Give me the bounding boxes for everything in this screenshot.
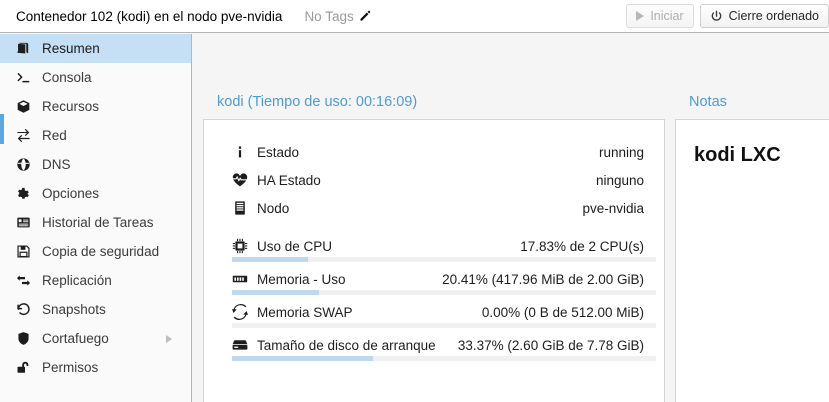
memory-meter: [204, 290, 664, 295]
stat-row-nodo: Nodo pve-nvidia: [204, 194, 664, 222]
stat-row-estado: Estado running: [204, 138, 664, 166]
list-icon: [16, 215, 31, 230]
start-button-label: Iniciar: [650, 9, 684, 23]
meter-fill: [232, 356, 374, 361]
stat-label: Memoria SWAP: [257, 304, 353, 320]
gear-icon: [16, 186, 31, 201]
sidebar-item-label: Permisos: [42, 360, 99, 375]
cube-icon: [16, 99, 31, 114]
save-icon: [16, 244, 31, 259]
globe-icon: [16, 157, 31, 172]
shield-icon: [16, 331, 31, 346]
bootdisk-meter: [204, 356, 664, 361]
summary-panel-body: Estado running HA Estado ninguno Nodo pv…: [203, 119, 665, 402]
unlock-icon: [16, 360, 31, 375]
terminal-icon: [16, 70, 31, 85]
sidebar-item-label: Snapshots: [42, 302, 106, 317]
meter-track: [232, 257, 656, 262]
retweet-icon: [16, 273, 31, 288]
cpu-icon: [232, 238, 248, 254]
sidebar-item-label: Consola: [42, 70, 92, 85]
notes-panel: Notas kodi LXC: [675, 84, 829, 402]
content-area: kodi (Tiempo de uso: 00:16:09) Estado ru…: [193, 34, 829, 402]
sidebar-item-label: DNS: [42, 157, 71, 172]
summary-panel: kodi (Tiempo de uso: 00:16:09) Estado ru…: [203, 84, 665, 402]
stat-label: Nodo: [257, 200, 290, 216]
sidebar-nav: Resumen Consola Recursos Red DNS: [0, 34, 192, 402]
stat-value: 17.83% de 2 CPU(s): [520, 238, 644, 254]
sidebar-item-label: Replicación: [42, 273, 112, 288]
sidebar-item-label: Cortafuego: [42, 331, 109, 346]
sidebar-item-label: Copia de seguridad: [42, 244, 160, 259]
stat-row-ha-estado: HA Estado ninguno: [204, 166, 664, 194]
sidebar-item-copia-de-seguridad[interactable]: Copia de seguridad: [0, 237, 191, 266]
stat-value: 0.00% (0 B de 512.00 MiB): [481, 304, 644, 320]
meter-fill: [232, 290, 319, 295]
start-button[interactable]: Iniciar: [626, 4, 694, 28]
exchange-icon: [16, 128, 31, 143]
sidebar-item-recursos[interactable]: Recursos: [0, 92, 191, 121]
notes-panel-body[interactable]: kodi LXC: [675, 119, 829, 402]
stat-label: Memoria - Uso: [257, 271, 346, 287]
meter-track: [232, 323, 656, 328]
summary-panel-title: kodi (Tiempo de uso: 00:16:09): [203, 84, 665, 119]
sidebar-item-label: Red: [42, 128, 67, 143]
stat-value: ninguno: [595, 172, 644, 188]
stat-value: 33.37% (2.60 GiB de 7.78 GiB): [457, 337, 644, 353]
stat-row-uso-de-cpu: Uso de CPU 17.83% de 2 CPU(s): [204, 232, 664, 260]
stat-value: running: [598, 144, 644, 160]
sidebar-item-red[interactable]: Red: [0, 121, 191, 150]
sidebar-item-permisos[interactable]: Permisos: [0, 353, 191, 382]
sidebar-item-dns[interactable]: DNS: [0, 150, 191, 179]
history-icon: [16, 302, 31, 317]
sidebar-item-consola[interactable]: Consola: [0, 63, 191, 92]
sidebar-item-label: Resumen: [42, 41, 100, 56]
shutdown-button[interactable]: Cierre ordenado: [699, 4, 829, 28]
sidebar-accent-stripe: [0, 114, 4, 144]
meter-fill: [232, 257, 308, 262]
page-title: Contenedor 102 (kodi) en el nodo pve-nvi…: [16, 8, 283, 24]
sidebar-item-replicacion[interactable]: Replicación: [0, 266, 191, 295]
stat-row-tamano-de-disco-de-arranque: Tamaño de disco de arranque 33.37% (2.60…: [204, 331, 664, 359]
sidebar-item-resumen[interactable]: Resumen: [0, 34, 191, 63]
pencil-icon[interactable]: [358, 10, 371, 23]
sidebar-item-snapshots[interactable]: Snapshots: [0, 295, 191, 324]
sidebar-item-historial-de-tareas[interactable]: Historial de Tareas: [0, 208, 191, 237]
play-icon: [636, 11, 645, 21]
swap-meter: [204, 323, 664, 328]
header-action-buttons: Iniciar Cierre ordenado: [626, 4, 829, 28]
stat-label: Uso de CPU: [257, 238, 333, 254]
tags-label: No Tags: [304, 8, 354, 24]
sidebar-item-label: Opciones: [42, 186, 100, 201]
tags-control[interactable]: No Tags: [304, 9, 370, 24]
hdd-icon: [232, 337, 248, 353]
cpu-meter: [204, 257, 664, 262]
notes-panel-title: Notas: [675, 84, 829, 119]
meter-track: [232, 356, 656, 361]
stat-label: HA Estado: [257, 172, 321, 188]
sidebar-item-opciones[interactable]: Opciones: [0, 179, 191, 208]
book-icon: [16, 41, 31, 56]
stat-value: pve-nvidia: [582, 200, 644, 216]
stat-row-memoria-uso: Memoria - Uso 20.41% (417.96 MiB de 2.00…: [204, 265, 664, 293]
stat-label: Tamaño de disco de arranque: [257, 337, 436, 353]
memory-icon: [232, 271, 248, 287]
sidebar-item-label: Historial de Tareas: [42, 215, 154, 230]
sidebar-item-cortafuego[interactable]: Cortafuego: [0, 324, 191, 353]
shutdown-button-label: Cierre ordenado: [728, 9, 819, 23]
stat-value: 20.41% (417.96 MiB de 2.00 GiB): [442, 271, 644, 287]
stat-label: Estado: [257, 144, 300, 160]
swap-icon: [232, 304, 248, 320]
chevron-right-icon: [166, 334, 172, 343]
power-icon: [710, 10, 723, 23]
stat-row-memoria-swap: Memoria SWAP 0.00% (0 B de 512.00 MiB): [204, 298, 664, 326]
heartbeat-icon: [232, 172, 248, 188]
server-icon: [232, 200, 248, 216]
meter-track: [232, 290, 656, 295]
notes-content: kodi LXC: [694, 144, 781, 166]
info-icon: [232, 144, 248, 160]
header-bar: Contenedor 102 (kodi) en el nodo pve-nvi…: [0, 0, 829, 33]
sidebar-item-label: Recursos: [42, 99, 100, 114]
